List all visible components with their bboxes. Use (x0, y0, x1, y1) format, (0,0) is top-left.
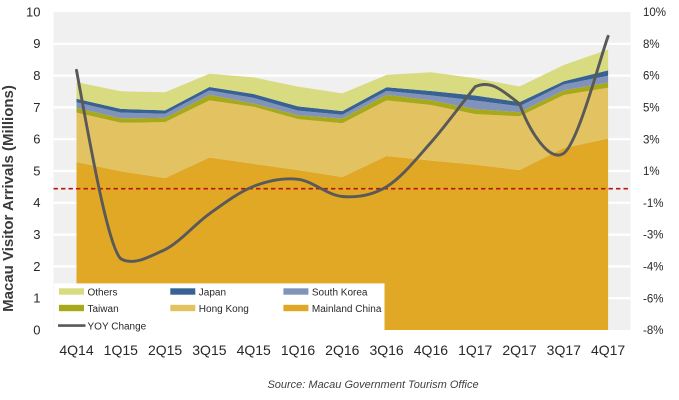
svg-text:Japan: Japan (199, 287, 226, 298)
svg-text:2Q16: 2Q16 (325, 342, 359, 358)
svg-text:9: 9 (33, 36, 40, 51)
svg-text:3Q15: 3Q15 (192, 342, 226, 358)
svg-text:6: 6 (33, 132, 40, 147)
svg-text:Taiwan: Taiwan (88, 304, 119, 315)
svg-text:3%: 3% (643, 134, 660, 146)
svg-text:Mainland China: Mainland China (312, 304, 382, 315)
svg-text:4Q17: 4Q17 (591, 342, 625, 358)
svg-text:4Q16: 4Q16 (414, 342, 448, 358)
svg-text:-4%: -4% (643, 262, 663, 274)
svg-text:8: 8 (33, 68, 40, 83)
svg-text:2Q15: 2Q15 (148, 342, 182, 358)
svg-text:Macau Visitor Arrivals (Millio: Macau Visitor Arrivals (Millions) (0, 85, 17, 312)
svg-text:10%: 10% (643, 7, 666, 19)
svg-text:5: 5 (33, 163, 40, 178)
svg-text:1: 1 (33, 291, 40, 306)
svg-text:2Q17: 2Q17 (502, 342, 536, 358)
svg-text:10: 10 (26, 4, 40, 19)
svg-text:4Q15: 4Q15 (237, 342, 271, 358)
svg-text:-6%: -6% (643, 293, 663, 305)
svg-text:South Korea: South Korea (312, 287, 368, 298)
svg-text:7: 7 (33, 100, 40, 115)
svg-text:YOY Change: YOY Change (88, 321, 147, 332)
svg-text:1Q17: 1Q17 (458, 342, 492, 358)
svg-text:-8%: -8% (643, 325, 663, 337)
svg-text:1%: 1% (643, 166, 660, 178)
svg-text:4: 4 (33, 195, 40, 210)
svg-text:-3%: -3% (643, 230, 663, 242)
svg-text:3Q16: 3Q16 (369, 342, 403, 358)
svg-text:6%: 6% (643, 71, 660, 83)
svg-text:1Q16: 1Q16 (281, 342, 315, 358)
svg-text:3Q17: 3Q17 (547, 342, 581, 358)
svg-text:Others: Others (88, 287, 118, 298)
svg-text:4Q14: 4Q14 (59, 342, 93, 358)
svg-text:Hong Kong: Hong Kong (199, 304, 249, 315)
svg-text:2: 2 (33, 259, 40, 274)
svg-text:Source: Macau Government Touri: Source: Macau Government Tourism Office (267, 379, 478, 391)
svg-text:0: 0 (33, 322, 40, 337)
svg-text:-1%: -1% (643, 198, 663, 210)
svg-text:8%: 8% (643, 39, 660, 51)
svg-text:3: 3 (33, 227, 40, 242)
svg-text:1Q15: 1Q15 (104, 342, 138, 358)
svg-text:5%: 5% (643, 103, 660, 115)
